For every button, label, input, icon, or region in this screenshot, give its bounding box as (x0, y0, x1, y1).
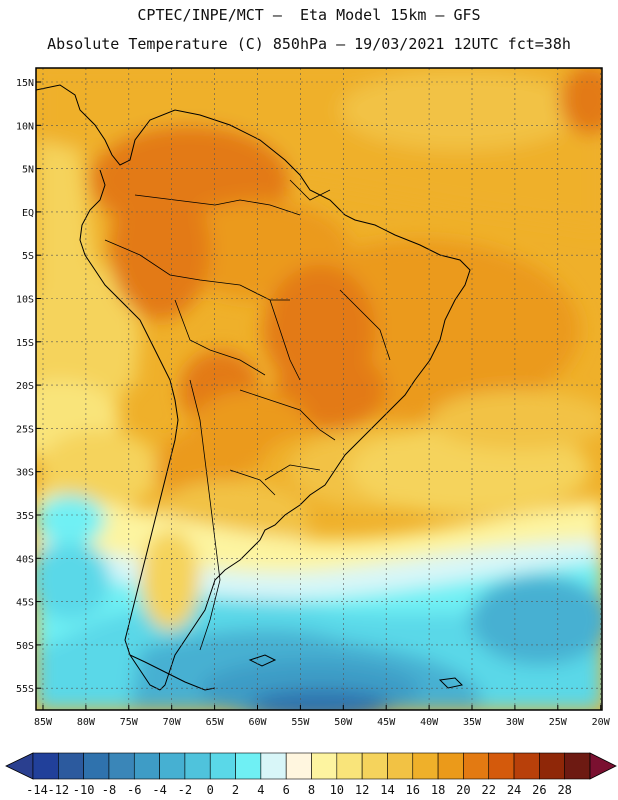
colorbar-label: -4 (152, 783, 166, 797)
lat-label: 55S (16, 684, 34, 695)
lat-label: 45S (16, 598, 34, 609)
lon-label: 75W (120, 717, 139, 728)
longitude-labels: 85W 80W 75W 70W 65W 60W 55W 50W 45W 40W 35W 30W 25W 2… (34, 705, 611, 728)
lat-label: EQ (22, 208, 34, 219)
lat-label: 10N (16, 121, 34, 132)
colorbar-label: 28 (557, 783, 571, 797)
colorbar-swatch (336, 752, 363, 780)
lon-label: 45W (377, 717, 396, 728)
colorbar-swatch (260, 752, 287, 780)
map-title-line2: Absolute Temperature (C) 850hPa – 19/03/… (47, 35, 571, 53)
colorbar-swatch (209, 752, 236, 780)
colorbar-swatch (133, 752, 160, 780)
colorbar-swatch (108, 752, 135, 780)
colorbar-label: 24 (507, 783, 521, 797)
lon-label: 40W (420, 717, 439, 728)
colorbar-swatch (311, 752, 338, 780)
colorbar-label: 18 (431, 783, 445, 797)
colorbar-label: 6 (283, 783, 290, 797)
colorbar-swatch (159, 752, 186, 780)
lon-label: 35W (463, 717, 482, 728)
lon-label: 65W (206, 717, 225, 728)
colorbar-label: 2 (232, 783, 239, 797)
colorbar: -14 -12 -10 -8 -6 -4 -2 0 2 4 6 8 10 12 14 16 18 20 22 24 26… (5, 752, 617, 797)
temperature-field (36, 68, 602, 710)
colorbar-swatch (235, 752, 262, 780)
colorbar-label: 22 (482, 783, 496, 797)
lon-label: 25W (549, 717, 568, 728)
colorbar-label: 4 (257, 783, 264, 797)
lat-label: 15S (16, 338, 34, 349)
lat-label: 15N (16, 78, 34, 89)
latitude-labels: 15N 10N 5N EQ 5S 10S 15S 20S 25S 30S 35S 40S 45S 50S 5… (16, 78, 41, 695)
colorbar-label: 20 (456, 783, 470, 797)
colorbar-label: 10 (330, 783, 344, 797)
lon-label: 85W (34, 717, 53, 728)
lat-label: 50S (16, 641, 34, 652)
lat-label: 30S (16, 468, 34, 479)
lat-label: 10S (16, 295, 34, 306)
colorbar-label: -2 (178, 783, 192, 797)
colorbar-min-arrow (5, 752, 34, 780)
country-borders (104, 179, 391, 651)
colorbar-label: 0 (207, 783, 214, 797)
lat-label: 35S (16, 511, 34, 522)
colorbar-swatch (285, 752, 312, 780)
colorbar-label: 8 (308, 783, 315, 797)
lon-label: 60W (248, 717, 267, 728)
lon-label: 50W (334, 717, 353, 728)
colorbar-swatch (513, 752, 540, 780)
colorbar-swatch (32, 752, 59, 780)
colorbar-label: 14 (380, 783, 394, 797)
colorbar-swatch (488, 752, 515, 780)
colorbar-swatch (539, 752, 565, 780)
colorbar-swatch (361, 752, 388, 780)
colorbar-swatch (437, 752, 464, 780)
lon-label: 20W (592, 717, 611, 728)
colorbar-swatch (387, 752, 414, 780)
colorbar-swatch (412, 752, 439, 780)
map-title-line1: CPTEC/INPE/MCT – Eta Model 15km – GFS (137, 6, 481, 24)
colorbar-max-arrow (589, 752, 617, 780)
map-frame (35, 67, 603, 711)
lon-label: 70W (163, 717, 182, 728)
graticule (36, 68, 602, 710)
lat-label: 40S (16, 554, 34, 565)
coastlines (35, 84, 471, 691)
lon-label: 55W (291, 717, 310, 728)
colorbar-label: -10 (73, 783, 95, 797)
colorbar-label: -12 (47, 783, 69, 797)
colorbar-label: -6 (127, 783, 141, 797)
colorbar-label: 12 (355, 783, 369, 797)
lon-label: 80W (77, 717, 96, 728)
colorbar-swatch (83, 752, 110, 780)
colorbar-swatch (463, 752, 490, 780)
lat-label: 5N (22, 165, 34, 176)
lon-label: 30W (506, 717, 525, 728)
lat-label: 5S (22, 251, 34, 262)
colorbar-label: 26 (532, 783, 546, 797)
colorbar-label: -8 (102, 783, 116, 797)
colorbar-label: -14 (26, 783, 48, 797)
lat-label: 20S (16, 381, 34, 392)
colorbar-label: 16 (406, 783, 420, 797)
lat-label: 25S (16, 424, 34, 435)
colorbar-swatch (184, 752, 211, 780)
colorbar-swatch (564, 752, 591, 780)
colorbar-swatch (58, 752, 84, 780)
